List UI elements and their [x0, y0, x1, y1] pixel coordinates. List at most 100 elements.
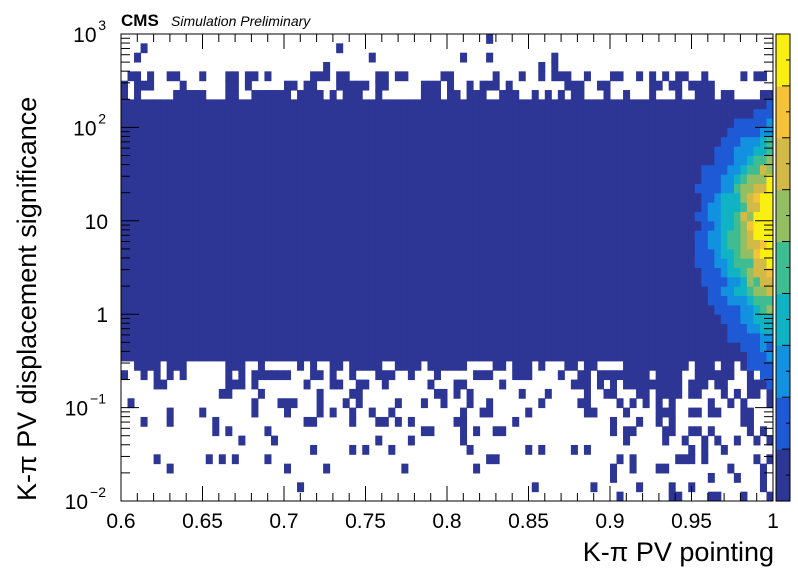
heatmap-cell — [238, 323, 246, 334]
heatmap-cell — [531, 230, 539, 240]
heatmap-cell — [134, 230, 142, 240]
heatmap-cell — [231, 342, 239, 353]
heatmap-cell — [368, 407, 376, 418]
heatmap-cell — [244, 80, 252, 91]
heatmap-cell — [557, 314, 565, 325]
heatmap-cell — [740, 267, 748, 278]
heatmap-cell — [727, 99, 735, 110]
heatmap-cell — [407, 314, 415, 325]
heatmap-cell — [557, 174, 565, 184]
heatmap-cell — [694, 407, 702, 418]
heatmap-cell — [662, 192, 670, 203]
heatmap-cell — [336, 267, 344, 278]
heatmap-cell — [531, 323, 539, 334]
heatmap-cell — [440, 398, 448, 409]
heatmap-cell — [668, 286, 676, 297]
heatmap-cell — [290, 99, 298, 110]
heatmap-cell — [153, 192, 161, 203]
heatmap-cell — [694, 360, 702, 371]
heatmap-cell — [720, 351, 728, 362]
heatmap-cell — [675, 314, 683, 325]
heatmap-cell — [284, 136, 292, 147]
heatmap-cell — [707, 99, 715, 110]
heatmap-cell — [486, 295, 494, 306]
heatmap-cell — [231, 99, 239, 110]
heatmap-cell — [205, 136, 213, 147]
heatmap-cell — [173, 248, 181, 259]
heatmap-cell — [199, 164, 207, 175]
heatmap-cell — [688, 127, 696, 138]
heatmap-cell — [453, 174, 461, 184]
heatmap-cell — [414, 118, 422, 128]
heatmap-cell — [355, 155, 363, 166]
heatmap-cell — [160, 323, 168, 334]
heatmap-cell — [264, 202, 272, 212]
heatmap-cell — [433, 174, 441, 184]
heatmap-cell — [257, 304, 265, 315]
heatmap-cell — [557, 332, 565, 343]
heatmap-cell — [303, 342, 311, 353]
heatmap-cell — [707, 286, 715, 297]
heatmap-cell — [303, 267, 311, 278]
heatmap-cell — [583, 248, 591, 259]
heatmap-cell — [675, 211, 683, 222]
heatmap-cell — [577, 230, 585, 240]
heatmap-cell — [623, 146, 631, 156]
heatmap-cell — [251, 267, 259, 278]
heatmap-cell — [388, 164, 396, 175]
heatmap-cell — [205, 454, 213, 465]
heatmap-cell — [499, 230, 507, 240]
heatmap-cell — [225, 295, 233, 306]
heatmap-cell — [323, 239, 331, 250]
heatmap-cell — [629, 174, 637, 184]
heatmap-cell — [427, 90, 435, 100]
heatmap-cell — [610, 192, 618, 203]
heatmap-cell — [746, 136, 754, 147]
heatmap-cell — [173, 267, 181, 278]
heatmap-cell — [349, 276, 357, 287]
heatmap-cell — [466, 174, 474, 184]
heatmap-cell — [675, 351, 683, 362]
heatmap-cell — [551, 342, 559, 353]
heatmap-cell — [701, 435, 709, 446]
heatmap-cell — [531, 351, 539, 362]
heatmap-cell — [440, 127, 448, 138]
x-tick-label: 0.9 — [595, 510, 624, 533]
heatmap-cell — [303, 155, 311, 166]
heatmap-cell — [707, 192, 715, 203]
heatmap-cell — [277, 174, 285, 184]
heatmap-cell — [121, 248, 129, 259]
heatmap-cell — [212, 127, 220, 138]
heatmap-cell — [329, 342, 337, 353]
heatmap-cell — [473, 211, 481, 222]
heatmap-cell — [701, 211, 709, 222]
heatmap-cell — [186, 183, 194, 194]
heatmap-cell — [251, 239, 259, 250]
heatmap-cell — [668, 379, 676, 390]
heatmap-cell — [420, 398, 428, 409]
heatmap-cell — [714, 164, 722, 175]
heatmap-cell — [121, 211, 129, 222]
heatmap-cell — [134, 90, 142, 100]
heatmap-cell — [127, 332, 135, 343]
heatmap-cell — [688, 332, 696, 343]
heatmap-cell — [675, 90, 683, 100]
y-tick-label: 10 — [85, 211, 108, 234]
heatmap-cell — [447, 295, 455, 306]
heatmap-cell — [297, 482, 305, 493]
heatmap-cell — [629, 295, 637, 306]
heatmap-cell — [375, 108, 383, 119]
heatmap-cell — [499, 314, 507, 325]
heatmap-cell — [401, 174, 409, 184]
heatmap-cell — [642, 211, 650, 222]
heatmap-cell — [433, 360, 441, 371]
heatmap-cell — [740, 314, 748, 325]
heatmap-cell — [655, 286, 663, 297]
heatmap-cell — [160, 286, 168, 297]
heatmap-cell — [264, 314, 272, 325]
heatmap-cell — [590, 342, 598, 353]
heatmap-cell — [310, 230, 318, 240]
heatmap-cell — [642, 295, 650, 306]
heatmap-cell — [173, 164, 181, 175]
heatmap-cell — [466, 314, 474, 325]
